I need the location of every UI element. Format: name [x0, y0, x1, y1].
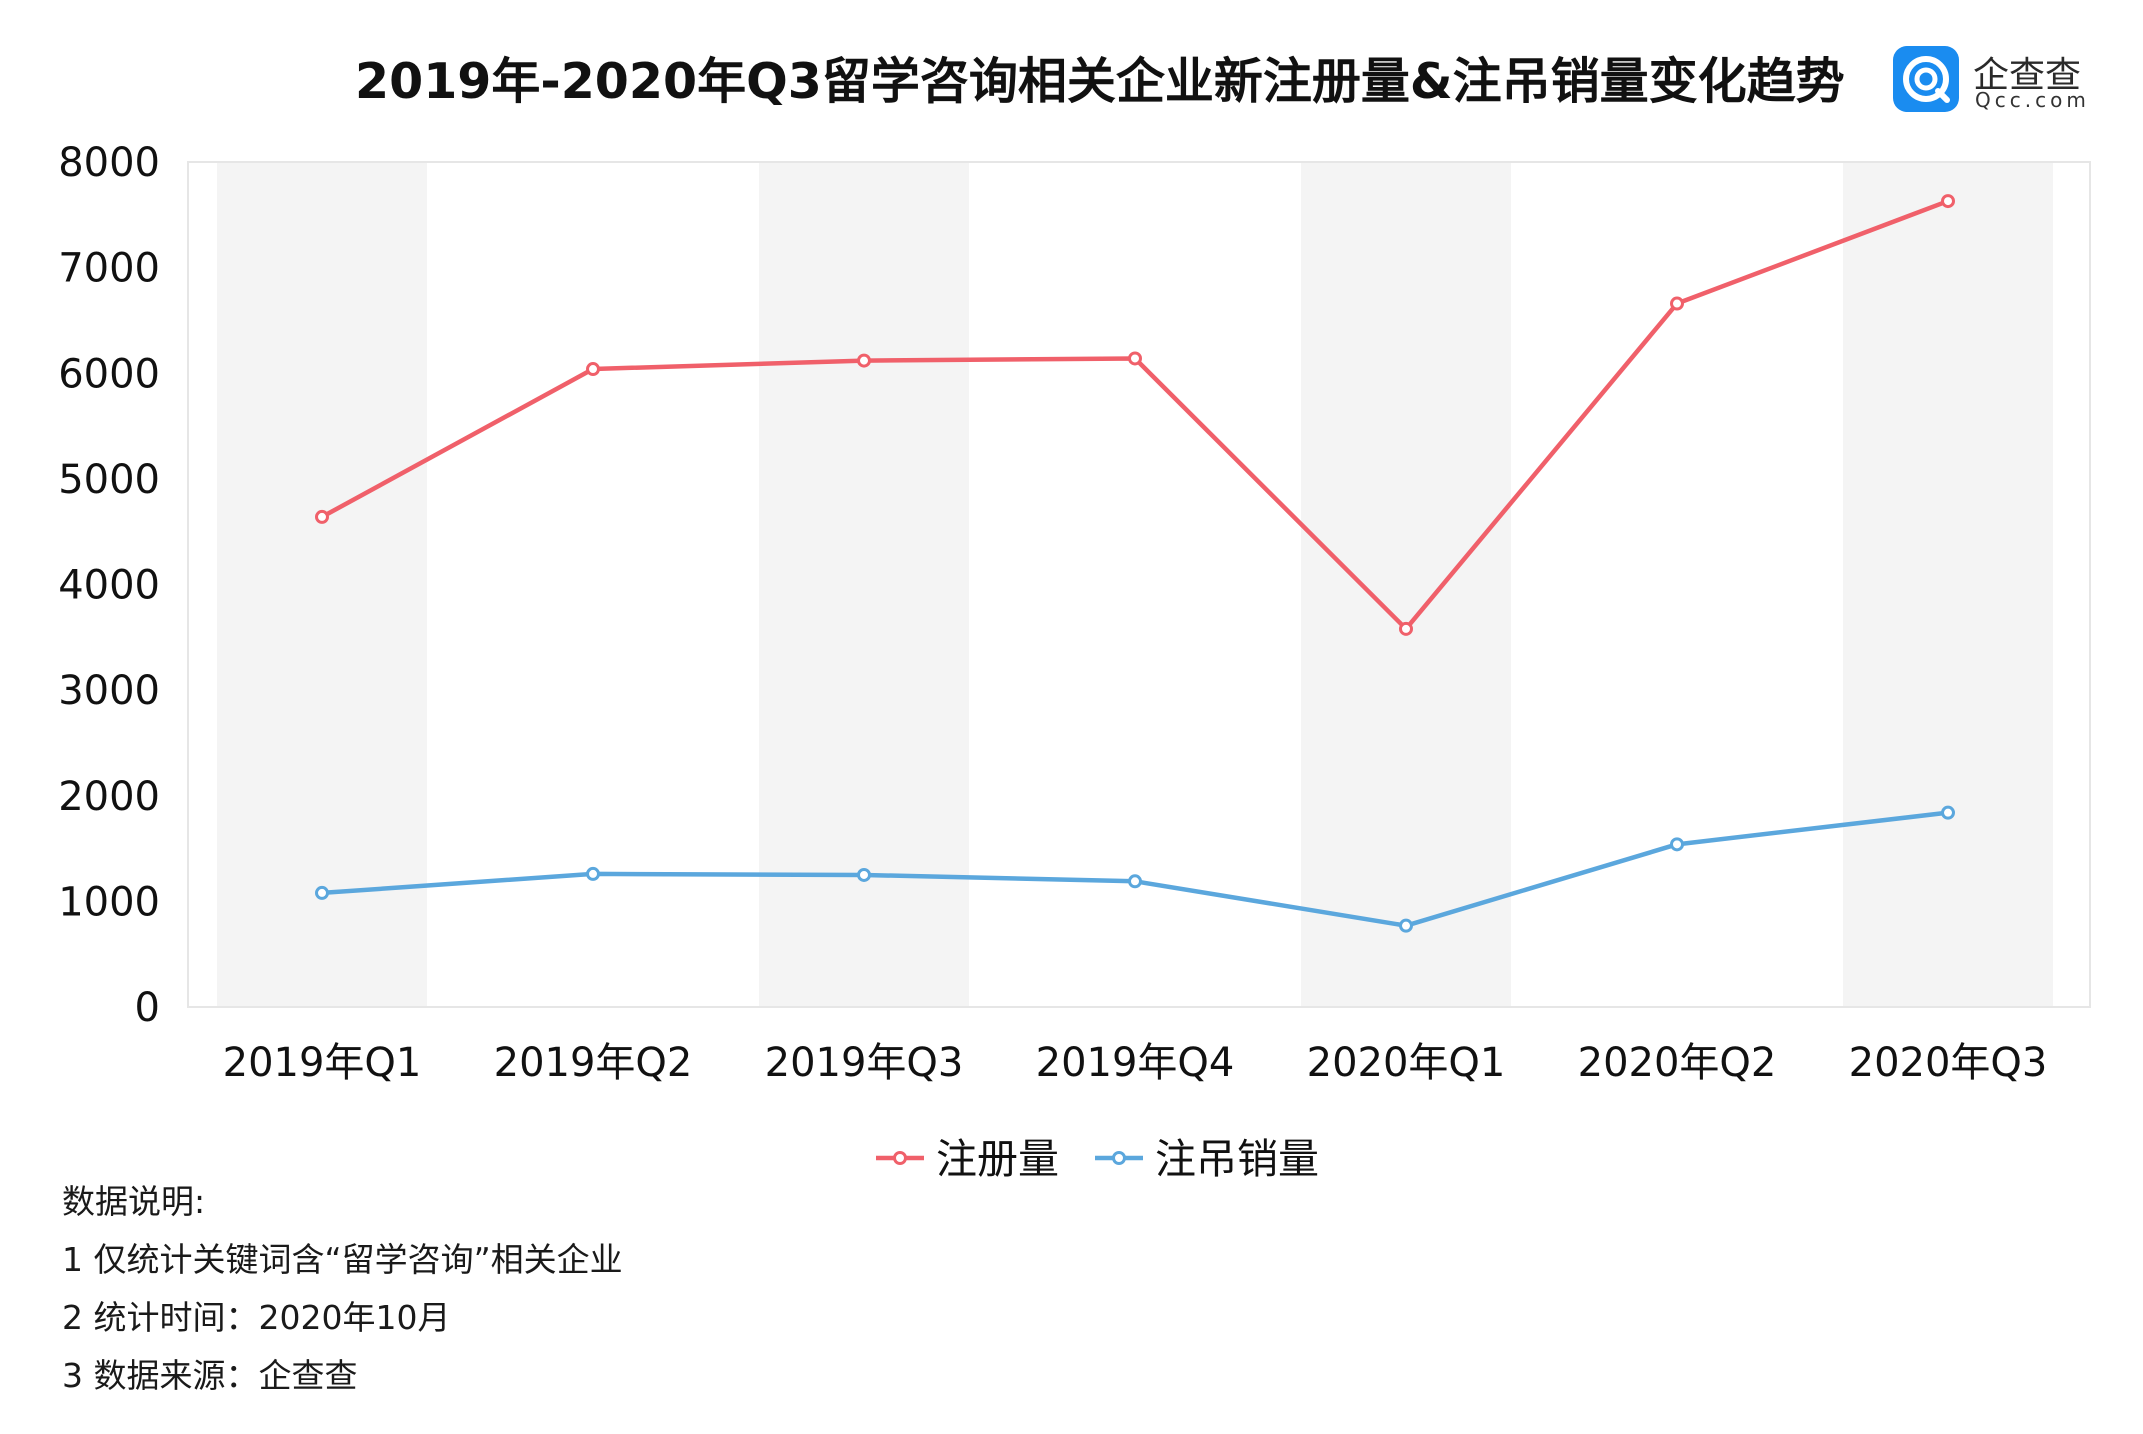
data-point — [315, 885, 329, 900]
category-band — [759, 162, 969, 1007]
series-points — [315, 194, 1955, 933]
data-point — [586, 866, 600, 881]
data-point — [1941, 194, 1955, 209]
series-line — [320, 198, 1949, 632]
x-tick-label: 2019年Q4 — [1036, 1040, 1235, 1086]
data-point — [315, 509, 329, 524]
data-point — [1128, 351, 1142, 366]
y-tick-label: 7000 — [58, 246, 160, 292]
x-tick-label: 2019年Q2 — [494, 1040, 693, 1086]
legend-swatch-marker — [893, 1151, 907, 1165]
chart-title: 2019年-2020年Q3留学咨询相关企业新注册量&注吊销量变化趋势 — [355, 53, 1845, 110]
data-point — [857, 867, 871, 882]
qcc-logo-icon — [1893, 46, 1959, 112]
y-tick-label: 6000 — [58, 351, 160, 397]
data-point — [857, 353, 871, 368]
note-line: 3 数据来源：企查查 — [62, 1356, 358, 1395]
logo-domain: Qcc.com — [1975, 88, 2090, 112]
category-band — [1301, 162, 1511, 1007]
y-tick-label: 2000 — [58, 774, 160, 820]
line-chart: 0 1000 2000 3000 4000 5000 6000 7000 8000 2019年Q… — [58, 140, 2091, 1180]
category-band — [217, 162, 427, 1007]
y-tick-label: 3000 — [58, 668, 160, 714]
data-point — [1399, 918, 1413, 933]
x-tick-label: 2019年Q1 — [223, 1040, 422, 1086]
data-point — [586, 362, 600, 377]
notes-heading: 数据说明: — [62, 1182, 206, 1221]
x-tick-label: 2020年Q3 — [1849, 1040, 2048, 1086]
y-tick-label: 1000 — [58, 879, 160, 925]
y-tick-label: 0 — [135, 985, 160, 1031]
y-tick-label: 4000 — [58, 563, 160, 609]
legend: 注册量 注吊销量 — [876, 1135, 1319, 1180]
note-line: 1 仅统计关键词含“留学咨询”相关企业 — [62, 1240, 623, 1279]
data-point — [1399, 621, 1413, 636]
logo-name: 企查查 — [1973, 55, 2082, 96]
data-point — [1941, 805, 1955, 820]
x-tick-label: 2019年Q3 — [765, 1040, 964, 1086]
qcc-logo: 企查查 Qcc.com — [1893, 46, 2113, 112]
data-point — [1670, 296, 1684, 311]
y-tick-label: 8000 — [58, 140, 160, 186]
series-lines — [320, 198, 1949, 928]
y-axis-ticks: 0 1000 2000 3000 4000 5000 6000 7000 8000 — [58, 140, 160, 1031]
x-tick-label: 2020年Q1 — [1307, 1040, 1506, 1086]
category-band — [1843, 162, 2053, 1007]
note-line: 2 统计时间：2020年10月 — [62, 1298, 451, 1337]
series-line — [321, 810, 1949, 928]
legend-label: 注册量 — [936, 1135, 1059, 1180]
plot-frame — [187, 161, 2091, 1008]
data-point — [1670, 837, 1684, 852]
legend-swatch-marker — [1112, 1151, 1126, 1165]
legend-label: 注吊销量 — [1155, 1135, 1319, 1180]
data-notes: 数据说明: 1 仅统计关键词含“留学咨询”相关企业 2 统计时间：2020年10… — [62, 1180, 623, 1412]
data-point — [1128, 874, 1142, 889]
x-axis-ticks: 2019年Q1 2019年Q2 2019年Q3 2019年Q4 2020年Q1 2020年… — [223, 1040, 2048, 1086]
x-tick-label: 2020年Q2 — [1578, 1040, 1777, 1086]
y-tick-label: 5000 — [58, 457, 160, 503]
category-bands — [217, 162, 2053, 1007]
plot-border — [187, 161, 2091, 1008]
